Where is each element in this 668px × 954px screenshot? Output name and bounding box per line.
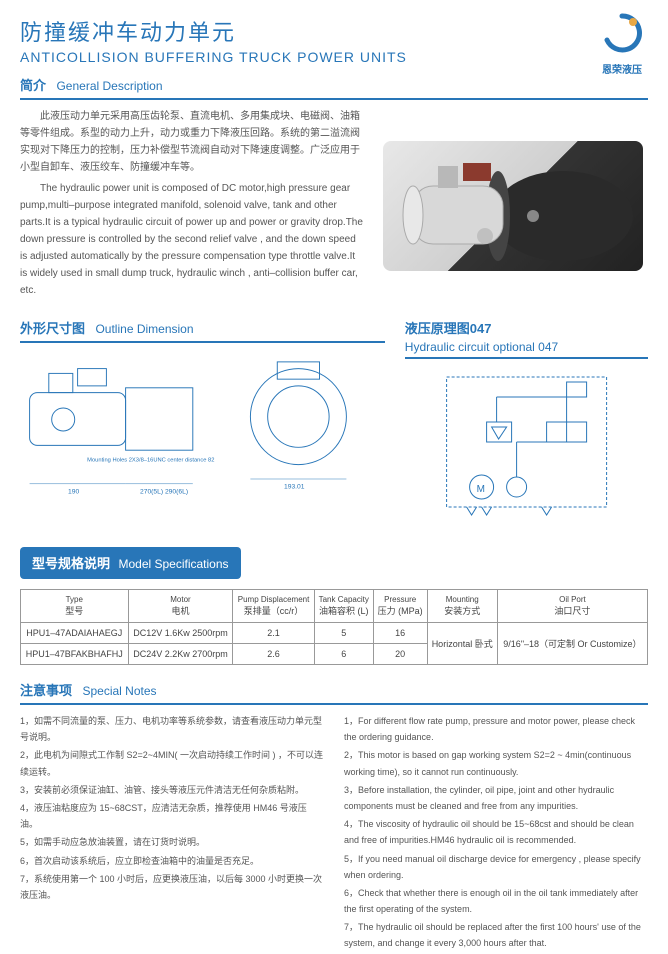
spec-table: Type型号Motor电机Pump Displacement泵排量（cc/r）T… xyxy=(20,589,648,665)
table-cell: DC12V 1.6Kw 2500rpm xyxy=(128,623,233,644)
outline-col: 外形尺寸图 Outline Dimension Mounting Holes 2… xyxy=(20,308,385,532)
table-header: Mounting安装方式 xyxy=(427,590,497,623)
table-cell: 6 xyxy=(314,644,373,665)
outline-header-en: Outline Dimension xyxy=(95,322,193,336)
table-cell-oilport: 9/16"–18（可定制 Or Customize） xyxy=(497,623,647,665)
desc-cn: 此液压动力单元采用高压齿轮泵、直流电机、多用集成块、电磁阀、油箱等零件组成。系型… xyxy=(20,108,363,176)
note-item: 3，安装前必须保证油缸、油管、接头等液压元件清洁无任何杂质粘附。 xyxy=(20,782,324,798)
note-item: 6，首次启动该系统后，应立即检查油箱中的油量是否充足。 xyxy=(20,853,324,869)
desc-text: 此液压动力单元采用高压齿轮泵、直流电机、多用集成块、电磁阀、油箱等零件组成。系型… xyxy=(20,108,363,303)
note-item: 5，如需手动应急放油装置，请在订货时说明。 xyxy=(20,834,324,850)
title-en: ANTICOLLISION BUFFERING TRUCK POWER UNIT… xyxy=(20,49,648,65)
circuit-col: 液压原理图047 Hydraulic circuit optional 047 … xyxy=(405,308,648,532)
table-cell: HPU1–47ADAIAHAEGJ xyxy=(21,623,129,644)
table-cell: HPU1–47BFAKBHAFHJ xyxy=(21,644,129,665)
outline-drawing: Mounting Holes 2X3/8–16UNC center distan… xyxy=(20,351,385,511)
dim2: 270(5L) 290(6L) xyxy=(140,488,188,495)
table-header: Tank Capacity油箱容积 (L) xyxy=(314,590,373,623)
table-header: Pressure压力 (MPa) xyxy=(373,590,427,623)
table-cell: 20 xyxy=(373,644,427,665)
desc-header-en: General Description xyxy=(56,79,162,93)
product-image-col xyxy=(378,108,648,303)
notes-header: 注意事项 Special Notes xyxy=(20,680,648,705)
circuit-header-cn: 液压原理图047 xyxy=(405,321,492,336)
table-header: Type型号 xyxy=(21,590,129,623)
desc-en: The hydraulic power unit is composed of … xyxy=(20,180,363,299)
note-item: 3，Before installation, the cylinder, oil… xyxy=(344,782,648,814)
outline-header-cn: 外形尺寸图 xyxy=(20,321,85,336)
table-cell-mounting: Horizontal 卧式 xyxy=(427,623,497,665)
page-header: 防撞缓冲车动力单元 ANTICOLLISION BUFFERING TRUCK … xyxy=(20,15,648,65)
dim3: 193.01 xyxy=(284,484,305,491)
table-cell: 2.6 xyxy=(233,644,314,665)
table-cell: DC24V 2.2Kw 2700rpm xyxy=(128,644,233,665)
notes-header-cn: 注意事项 xyxy=(20,683,72,698)
diagram-row: 外形尺寸图 Outline Dimension Mounting Holes 2… xyxy=(20,308,648,532)
spec-banner-cn: 型号规格说明 xyxy=(32,556,110,571)
notes-cn-col: 1，如需不同流量的泵、压力、电机功率等系统参数，请查看液压动力单元型号说明。2，… xyxy=(20,713,324,954)
dim1: 190 xyxy=(68,488,79,495)
svg-text:M: M xyxy=(476,484,484,495)
note-item: 1，如需不同流量的泵、压力、电机功率等系统参数，请查看液压动力单元型号说明。 xyxy=(20,713,324,745)
note-item: 5，If you need manual oil discharge devic… xyxy=(344,851,648,883)
table-cell: 2.1 xyxy=(233,623,314,644)
note-item: 1，For different flow rate pump, pressure… xyxy=(344,713,648,745)
spec-banner-en: Model Specifications xyxy=(118,557,228,571)
table-row: HPU1–47ADAIAHAEGJDC12V 1.6Kw 2500rpm2.15… xyxy=(21,623,648,644)
notes-header-en: Special Notes xyxy=(82,684,156,698)
table-header: Motor电机 xyxy=(128,590,233,623)
notes-row: 1，如需不同流量的泵、压力、电机功率等系统参数，请查看液压动力单元型号说明。2，… xyxy=(20,713,648,954)
spec-header-row: Type型号Motor电机Pump Displacement泵排量（cc/r）T… xyxy=(21,590,648,623)
desc-header-cn: 简介 xyxy=(20,78,46,93)
logo-icon xyxy=(601,12,643,54)
table-cell: 5 xyxy=(314,623,373,644)
note-item: 6，Check that whether there is enough oil… xyxy=(344,885,648,917)
outline-header: 外形尺寸图 Outline Dimension xyxy=(20,318,385,343)
note-item: 4，液压油粘度应为 15~68CST，应清洁无杂质，推荐使用 HM46 号液压油… xyxy=(20,800,324,832)
spec-banner: 型号规格说明 Model Specifications xyxy=(20,547,241,579)
circuit-header: 液压原理图047 Hydraulic circuit optional 047 xyxy=(405,318,648,359)
note-item: 7，The hydraulic oil should be replaced a… xyxy=(344,919,648,951)
circuit-header-en: Hydraulic circuit optional 047 xyxy=(405,340,648,354)
notes-en-col: 1，For different flow rate pump, pressure… xyxy=(344,713,648,954)
desc-row: 此液压动力单元采用高压齿轮泵、直流电机、多用集成块、电磁阀、油箱等零件组成。系型… xyxy=(20,108,648,303)
company-logo: 恩荣液压 xyxy=(601,12,643,76)
note-item: 4，The viscosity of hydraulic oil should … xyxy=(344,816,648,848)
desc-header: 简介 General Description xyxy=(20,75,648,100)
table-header: Pump Displacement泵排量（cc/r） xyxy=(233,590,314,623)
note-item: 7，系统使用第一个 100 小时后，应更换液压油，以后每 3000 小时更换一次… xyxy=(20,871,324,903)
title-cn: 防撞缓冲车动力单元 xyxy=(20,15,648,47)
note-item: 2，This motor is based on gap working sys… xyxy=(344,747,648,779)
product-image xyxy=(383,141,643,271)
logo-text: 恩荣液压 xyxy=(601,61,643,76)
table-header: Oil Port油口尺寸 xyxy=(497,590,647,623)
mounting-label: Mounting Holes 2X3/8–16UNC center distan… xyxy=(87,458,214,464)
circuit-drawing: M xyxy=(405,367,648,527)
note-item: 2，此电机为间隙式工作制 S2=2~4MIN( 一次启动持续工作时间 ) ，不可… xyxy=(20,747,324,779)
table-cell: 16 xyxy=(373,623,427,644)
